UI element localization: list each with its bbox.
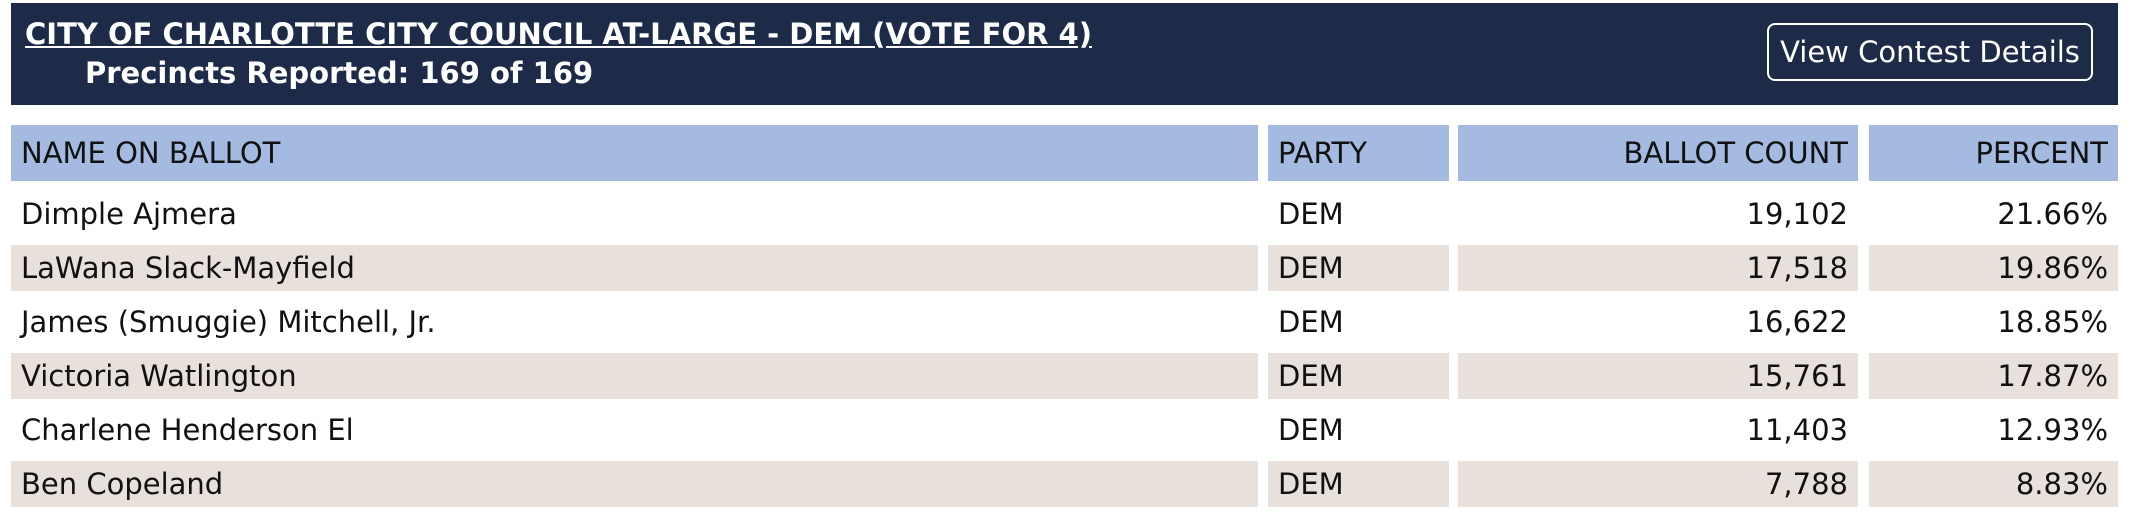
table-cell: 21.66%: [1997, 197, 2108, 231]
table-cell: DEM: [1268, 353, 1449, 399]
table-cell: 15,761: [1458, 353, 1858, 399]
table-cell: DEM: [1268, 461, 1449, 507]
table-cell: 19,102: [1746, 197, 1848, 231]
column-header: NAME ON BALLOT: [11, 125, 1258, 181]
table-cell: DEM: [1268, 245, 1449, 291]
table-cell: Victoria Watlington: [11, 353, 1258, 399]
contest-details-button[interactable]: View Contest Details: [1767, 23, 2093, 81]
table-cell: 17.87%: [1869, 353, 2118, 399]
table-cell: 7,788: [1458, 461, 1858, 507]
table-cell: Charlene Henderson El: [21, 413, 354, 447]
table-cell: 12.93%: [1997, 413, 2108, 447]
table-cell: James (Smuggie) Mitchell, Jr.: [21, 305, 436, 339]
table-cell: Ben Copeland: [11, 461, 1258, 507]
table-cell: 19.86%: [1869, 245, 2118, 291]
contest-header: CITY OF CHARLOTTE CITY COUNCIL AT-LARGE …: [11, 3, 2118, 105]
column-header: PARTY: [1268, 125, 1449, 181]
column-header: PERCENT: [1869, 125, 2118, 181]
table-cell: Dimple Ajmera: [21, 197, 237, 231]
table-cell: 8.83%: [1869, 461, 2118, 507]
precincts-reported: Precincts Reported: 169 of 169: [85, 56, 594, 90]
column-header: BALLOT COUNT: [1458, 125, 1858, 181]
table-cell: 17,518: [1458, 245, 1858, 291]
table-cell: DEM: [1278, 413, 1344, 447]
contest-title: CITY OF CHARLOTTE CITY COUNCIL AT-LARGE …: [25, 17, 1092, 51]
table-cell: 11,403: [1746, 413, 1848, 447]
table-cell: 18.85%: [1997, 305, 2108, 339]
table-cell: DEM: [1278, 197, 1344, 231]
table-cell: DEM: [1278, 305, 1344, 339]
table-cell: LaWana Slack-Mayfield: [11, 245, 1258, 291]
table-cell: 16,622: [1746, 305, 1848, 339]
